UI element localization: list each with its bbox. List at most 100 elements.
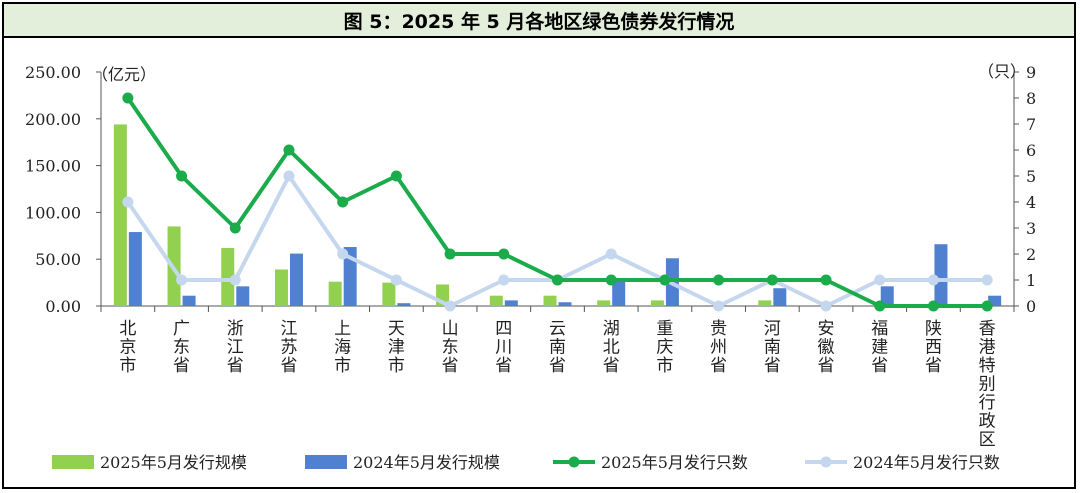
category-label-5: 天津市: [388, 319, 405, 376]
bar-2024-15: [934, 244, 948, 306]
count-2025-point-0: [122, 92, 134, 104]
right-tick-label: 9: [1026, 63, 1036, 82]
bar-2024-4: [343, 247, 357, 306]
count-2025-point-2: [229, 222, 241, 234]
count-2025-point-16: [981, 300, 993, 312]
count-2024-point-1: [176, 274, 188, 286]
legend-swatch-0: [52, 455, 94, 469]
left-tick-label: 200.00: [25, 110, 81, 129]
count-2025-point-7: [498, 248, 510, 260]
category-label-3: 江苏省: [280, 319, 297, 376]
bar-2025-8: [543, 295, 557, 306]
count-2024-point-3: [283, 170, 295, 182]
count-2025-point-4: [337, 196, 349, 208]
right-tick-label: 0: [1026, 297, 1036, 316]
category-label-12: 河南省: [764, 319, 781, 376]
count-2024-point-7: [498, 274, 510, 286]
legend-label-1: 2024年5月发行规模: [353, 453, 500, 472]
right-axis-unit: （只）: [978, 62, 1026, 81]
category-label-0: 北京市: [119, 319, 136, 376]
right-tick-label: 5: [1026, 167, 1036, 186]
legend-label-0: 2025年5月发行规模: [100, 453, 247, 472]
bar-2025-0: [113, 124, 127, 306]
right-tick-label: 2: [1026, 245, 1036, 264]
left-tick-label: 100.00: [25, 203, 81, 222]
left-tick-label: 250.00: [25, 63, 81, 82]
count-2025-point-15: [927, 300, 939, 312]
legend-marker-2: [568, 456, 580, 468]
bar-2024-12: [773, 288, 787, 306]
left-tick-label: 150.00: [25, 157, 81, 176]
category-label-2: 浙江省: [227, 319, 244, 376]
count-2025-point-8: [552, 274, 563, 286]
bar-2024-3: [289, 253, 303, 306]
chart-title: 图 5：2025 年 5 月各地区绿色债券发行情况: [4, 4, 1074, 38]
bar-2025-3: [274, 269, 288, 306]
category-label-1: 广东省: [173, 319, 190, 376]
left-tick-label: 0.00: [45, 297, 81, 316]
count-2024-point-4: [337, 248, 349, 260]
category-label-11: 贵州省: [710, 319, 727, 376]
legend-label-3: 2024年5月发行只数: [853, 453, 1000, 472]
category-label-7: 四川省: [495, 319, 512, 376]
left-tick-label: 50.00: [35, 250, 81, 269]
bar-2025-7: [489, 295, 503, 306]
category-label-6: 山东省: [442, 319, 459, 376]
count-2025-point-9: [605, 274, 617, 286]
bar-2025-5: [382, 282, 396, 306]
count-2025-point-6: [444, 248, 456, 260]
count-2025-point-10: [659, 274, 671, 286]
count-2024-point-13: [820, 300, 832, 312]
category-label-16: 香港特别行政区: [979, 319, 996, 450]
bar-2024-7: [504, 300, 518, 306]
bar-2024-0: [128, 232, 142, 306]
count-2024-point-5: [390, 274, 402, 286]
legend-swatch-1: [305, 455, 347, 469]
count-2024-point-11: [713, 300, 725, 312]
count-2025-point-11: [713, 274, 725, 286]
bar-2025-10: [650, 300, 664, 306]
bar-2025-12: [758, 300, 772, 306]
right-tick-label: 1: [1026, 271, 1036, 290]
legend-marker-3: [820, 456, 832, 468]
bar-2024-9: [612, 279, 626, 306]
category-label-8: 云南省: [549, 319, 566, 376]
category-label-4: 上海市: [334, 319, 351, 376]
count-2024-point-14: [874, 274, 886, 286]
count-2025-point-14: [874, 300, 886, 312]
category-label-14: 福建省: [871, 319, 888, 376]
right-tick-label: 6: [1026, 141, 1036, 160]
bar-2025-9: [597, 300, 611, 306]
count-2024-point-2: [229, 274, 241, 286]
right-tick-label: 3: [1026, 219, 1036, 238]
bar-2025-4: [328, 281, 342, 306]
category-label-15: 陕西省: [925, 319, 942, 376]
count-2025-point-1: [176, 170, 188, 182]
count-2024-point-6: [444, 300, 456, 312]
count-2024-point-9: [605, 248, 617, 260]
count-2025-point-13: [820, 274, 832, 286]
legend-label-2: 2025年5月发行只数: [601, 453, 748, 472]
bar-2024-8: [558, 302, 572, 306]
bar-2024-1: [182, 295, 196, 306]
count-2025-point-5: [390, 170, 402, 182]
right-tick-label: 4: [1026, 193, 1036, 212]
count-2025-point-12: [766, 274, 778, 286]
category-label-13: 安徽省: [818, 319, 835, 376]
left-axis-unit: （亿元）: [92, 65, 156, 84]
count-2024-point-0: [122, 196, 134, 208]
count-2024-point-15: [927, 274, 939, 286]
bar-2024-2: [236, 286, 250, 306]
category-label-10: 重庆市: [656, 319, 673, 376]
category-label-9: 湖北省: [603, 319, 620, 376]
bar-2024-14: [880, 286, 894, 306]
right-tick-label: 8: [1026, 89, 1036, 108]
right-tick-label: 7: [1026, 115, 1036, 134]
bar-2025-2: [221, 247, 235, 306]
count-2025-point-3: [283, 144, 295, 156]
bar-2024-16: [988, 295, 1002, 306]
count-2024-point-16: [981, 274, 993, 286]
bar-2024-5: [397, 303, 411, 306]
